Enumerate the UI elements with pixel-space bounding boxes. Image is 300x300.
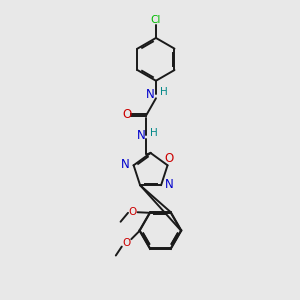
- Text: H: H: [160, 87, 167, 97]
- Text: H: H: [150, 128, 158, 138]
- Text: O: O: [122, 108, 131, 122]
- Text: N: N: [137, 129, 146, 142]
- Text: O: O: [164, 152, 174, 165]
- Text: N: N: [121, 158, 130, 171]
- Text: O: O: [128, 207, 136, 217]
- Text: Cl: Cl: [151, 14, 161, 25]
- Text: O: O: [123, 238, 131, 248]
- Text: N: N: [146, 88, 155, 100]
- Text: N: N: [165, 178, 174, 191]
